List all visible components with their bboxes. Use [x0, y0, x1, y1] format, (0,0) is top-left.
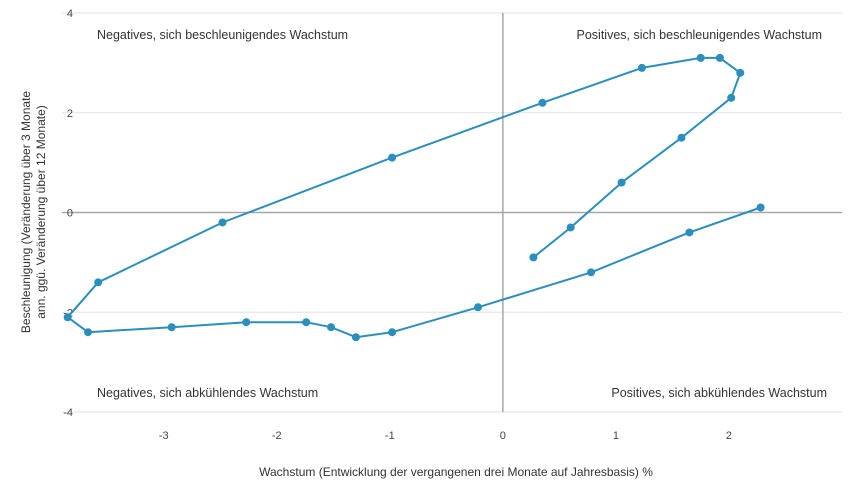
y-axis-title-line-2: ann. ggü. Veränderung über 12 Monate) [34, 105, 48, 319]
data-point-5 [736, 68, 745, 77]
data-point-18 [327, 323, 336, 332]
data-point-2 [617, 178, 626, 187]
data-point-4 [727, 93, 736, 102]
data-point-9 [538, 98, 547, 107]
y-axis-title-line-1: Beschleunigung (Veränderung über 3 Monat… [19, 91, 33, 334]
data-point-6 [715, 53, 724, 62]
data-point-3 [677, 133, 686, 142]
data-point-20 [388, 328, 397, 337]
x-tick-label-2: -1 [385, 430, 395, 442]
data-point-22 [587, 268, 596, 277]
data-point-10 [388, 153, 397, 162]
data-point-15 [167, 323, 176, 332]
data-point-23 [685, 228, 694, 237]
x-tick-label-5: 2 [726, 430, 732, 442]
data-point-8 [637, 63, 646, 72]
data-point-21 [474, 303, 482, 312]
data-point-13 [63, 313, 72, 322]
quadrant-label-top-left: Negatives, sich beschleunigendes Wachstu… [97, 28, 348, 42]
data-point-19 [351, 333, 360, 342]
x-tick-label-3: 0 [500, 430, 506, 442]
x-tick-label-4: 1 [613, 430, 619, 442]
data-point-16 [242, 318, 251, 327]
y-tick-label-1: -2 [63, 307, 73, 319]
data-point-24 [756, 203, 765, 212]
series-group [63, 53, 765, 342]
x-axis-title: Wachstum (Entwicklung der vergangenen dr… [259, 465, 653, 479]
zero-axes [62, 13, 842, 412]
series-line-0 [66, 56, 761, 339]
y-tick-label-3: 2 [67, 108, 73, 120]
data-point-17 [302, 318, 311, 327]
quadrant-label-bottom-left: Negatives, sich abkühlendes Wachstum [97, 386, 318, 400]
y-tick-label-4: 4 [67, 8, 73, 20]
data-point-0 [529, 253, 538, 262]
data-point-7 [696, 53, 705, 62]
data-point-14 [84, 328, 92, 337]
data-point-12 [94, 278, 103, 287]
x-tick-label-1: -2 [272, 430, 282, 442]
x-tick-labels: -3 -2 -1 0 1 2 [159, 430, 732, 442]
y-tick-label-0: -4 [63, 407, 73, 419]
quadrant-label-bottom-right: Positives, sich abkühlendes Wachstum [611, 386, 827, 400]
quadrant-label-top-right: Positives, sich beschleunigendes Wachstu… [577, 28, 823, 42]
data-point-11 [218, 218, 227, 227]
y-tick-labels: -4 -2 0 2 4 [63, 8, 73, 419]
horizontal-gridlines [62, 12, 842, 413]
y-tick-label-2: 0 [67, 208, 73, 220]
x-tick-label-0: -3 [159, 430, 169, 442]
data-point-1 [566, 223, 575, 232]
